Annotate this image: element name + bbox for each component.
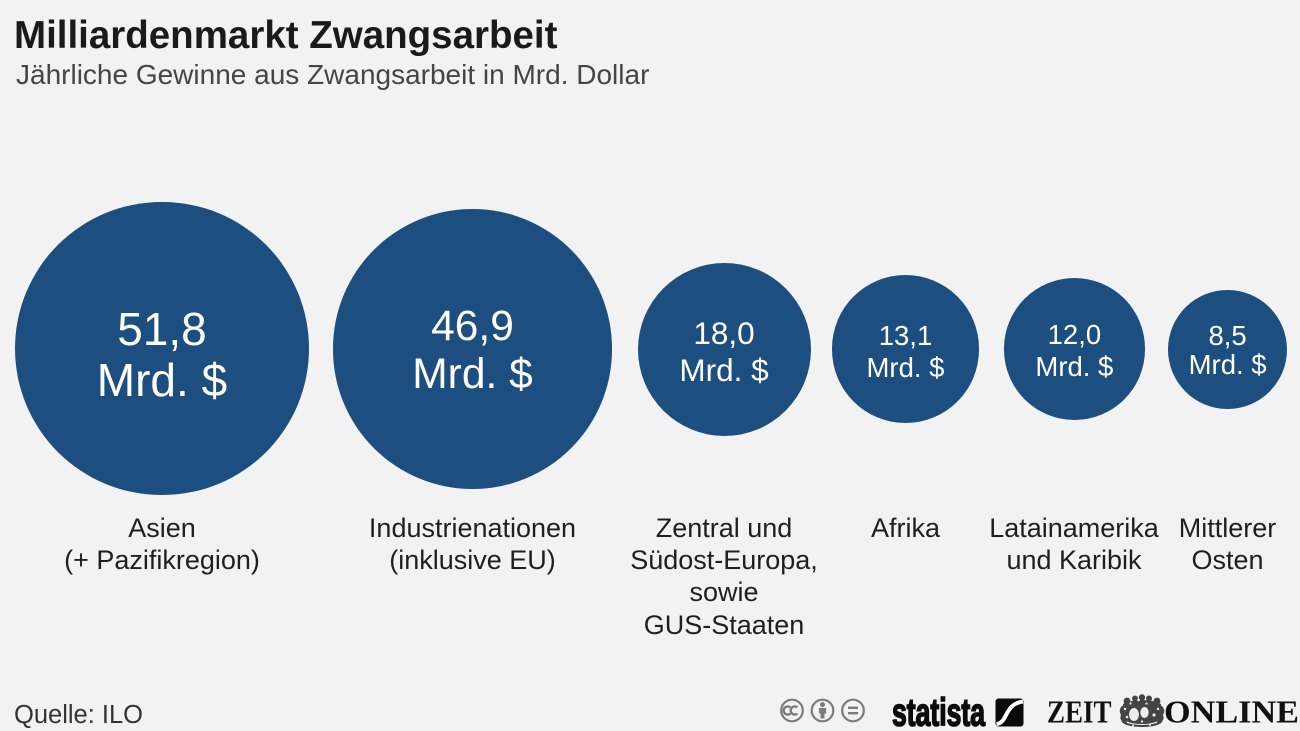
svg-text:ZEIT: ZEIT — [1047, 694, 1112, 730]
svg-text:ONLINE: ONLINE — [1164, 694, 1299, 730]
svg-text:statista: statista — [892, 692, 985, 729]
